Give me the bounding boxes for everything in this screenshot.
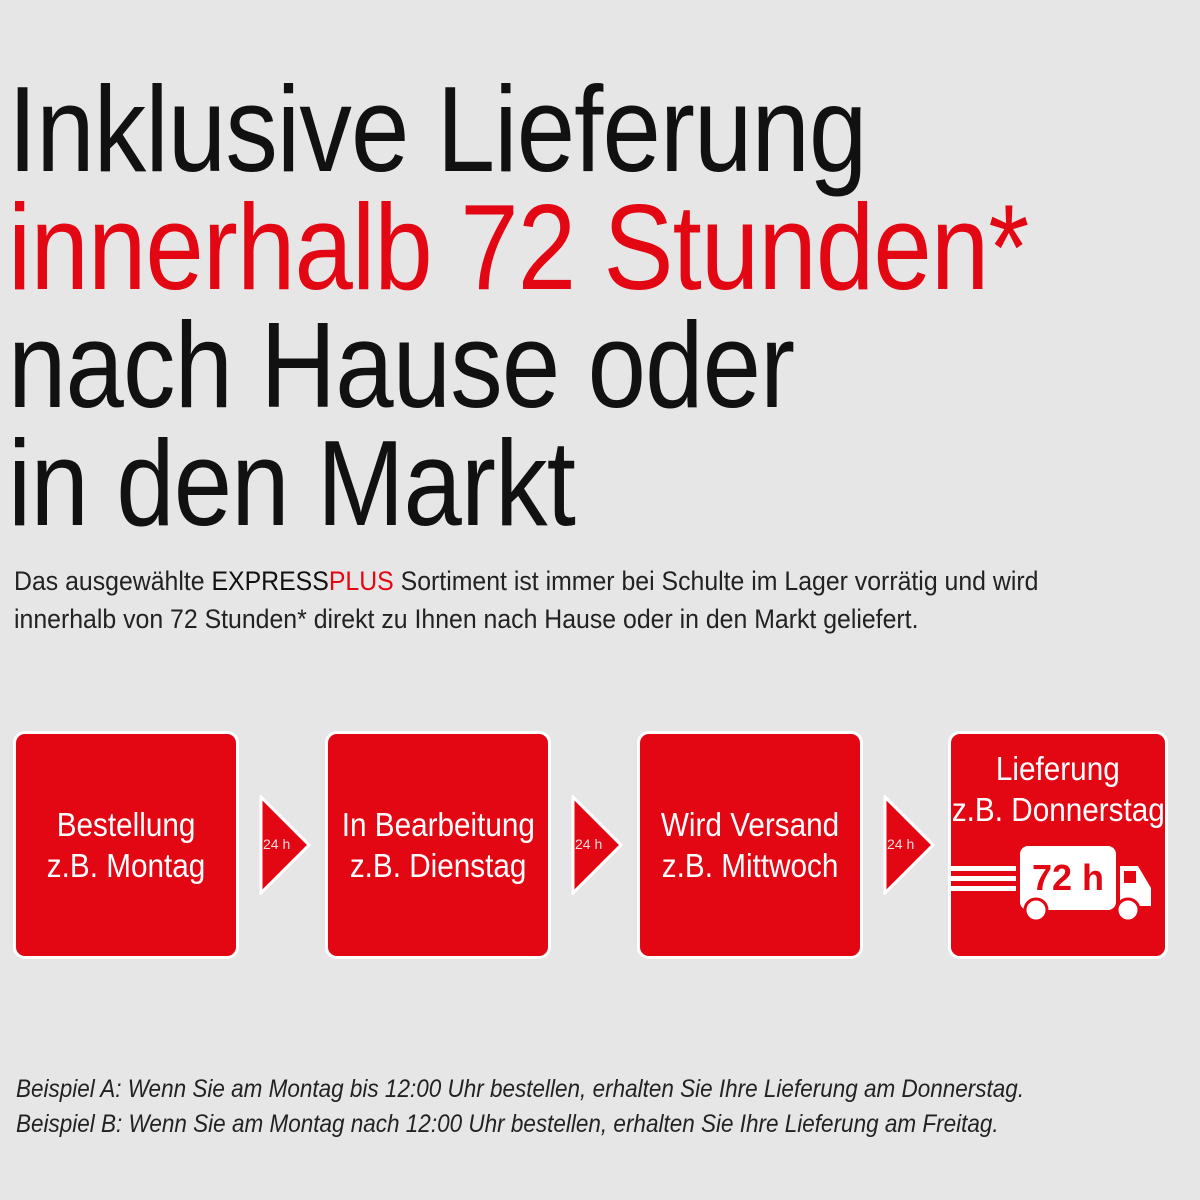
- step-order: Bestellung z.B. Montag: [13, 731, 239, 959]
- step-delivery: Lieferung z.B. Donnerstag 72 h: [948, 731, 1168, 959]
- headline-line-1: Inklusive Lieferung: [8, 61, 867, 197]
- footnotes: Beispiel A: Wenn Sie am Montag bis 12:00…: [16, 1072, 1024, 1142]
- arrow-label: 24 h: [263, 836, 291, 852]
- arrow-label: 24 h: [887, 836, 915, 852]
- arrow-3: 24 h: [883, 793, 936, 897]
- step-title: Wird Versand: [660, 806, 840, 843]
- step-day: z.B. Montag: [46, 847, 206, 884]
- truck-icon: 72 h: [948, 846, 1151, 923]
- step-day: z.B. Dienstag: [349, 847, 527, 884]
- headline-line-4: in den Markt: [8, 415, 576, 551]
- intro-post: Sortiment ist immer bei Schulte im Lager…: [393, 566, 1039, 596]
- arrow-1: 24 h: [259, 793, 312, 897]
- headline-line-3: nach Hause oder: [8, 297, 795, 433]
- arrow-label: 24 h: [575, 836, 603, 852]
- intro-line-2: innerhalb von 72 Stunden* direkt zu Ihne…: [14, 604, 919, 634]
- step-day: z.B. Mittwoch: [661, 847, 839, 884]
- footnote-b: Beispiel B: Wenn Sie am Montag nach 12:0…: [16, 1110, 999, 1138]
- footnote-a: Beispiel A: Wenn Sie am Montag bis 12:00…: [16, 1075, 1025, 1103]
- step-title: Bestellung: [56, 806, 196, 843]
- duration-badge: 72 h: [1032, 857, 1104, 898]
- headline-line-2: innerhalb 72 Stunden*: [8, 179, 1029, 315]
- intro-pre: Das ausgewählte: [14, 566, 212, 596]
- step-title: In Bearbeitung: [341, 806, 535, 843]
- brand-express: EXPRESS: [211, 566, 329, 596]
- step-processing: In Bearbeitung z.B. Dienstag: [325, 731, 551, 959]
- intro-text: Das ausgewählte EXPRESSPLUS Sortiment is…: [14, 562, 1038, 638]
- step-shipping: Wird Versand z.B. Mittwoch: [637, 731, 863, 959]
- brand-plus: PLUS: [328, 566, 394, 596]
- step-title: Lieferung: [996, 750, 1120, 787]
- step-day: z.B. Donnerstag: [951, 791, 1165, 828]
- arrow-2: 24 h: [571, 793, 624, 897]
